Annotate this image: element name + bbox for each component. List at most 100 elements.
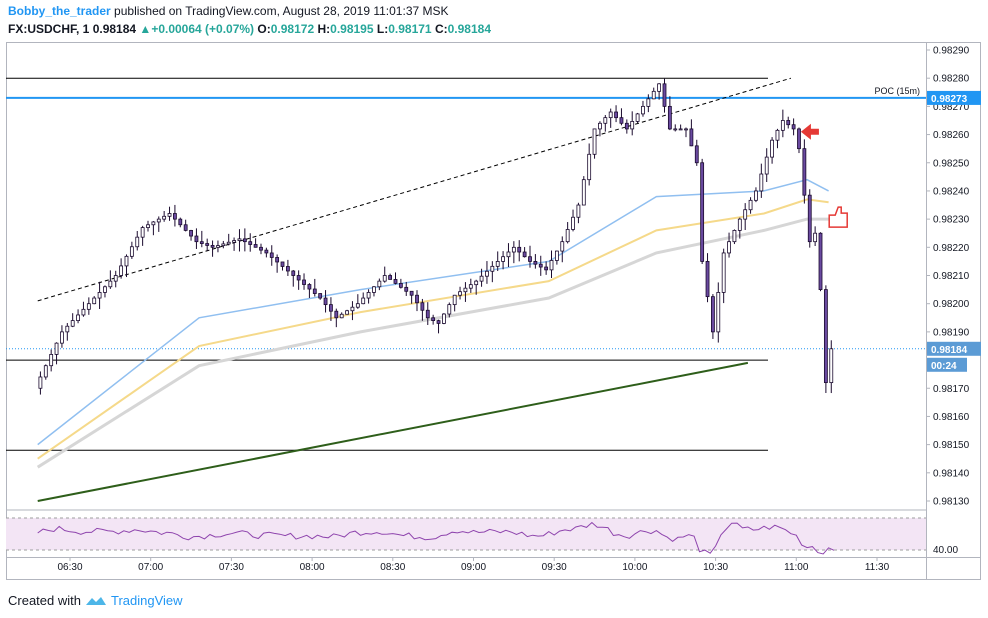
candle xyxy=(334,310,339,319)
ohlc-open-label: O: xyxy=(257,22,271,36)
candle xyxy=(711,296,715,333)
footer: Created with TradingView xyxy=(8,593,183,608)
candle xyxy=(92,297,97,305)
candle xyxy=(210,245,215,248)
y-tick-label: 0.98210 xyxy=(933,271,970,282)
candle xyxy=(818,232,823,290)
candle xyxy=(86,303,91,310)
candle xyxy=(388,275,393,280)
rsi-line xyxy=(37,521,835,555)
candle xyxy=(318,293,323,299)
candle xyxy=(485,270,489,277)
candle xyxy=(807,194,812,243)
candle xyxy=(603,117,608,124)
candle xyxy=(76,314,80,321)
poc-price-marker xyxy=(927,90,981,105)
candle xyxy=(442,313,446,324)
y-tick-label: 0.98260 xyxy=(933,130,970,141)
candle xyxy=(119,265,124,276)
author-name[interactable]: Bobby_the_trader xyxy=(8,4,111,18)
y-tick-label: 0.98170 xyxy=(933,384,970,395)
candle xyxy=(156,218,161,223)
x-tick-label: 11:00 xyxy=(784,562,809,573)
ohlc-close: 0.98184 xyxy=(447,22,492,36)
green-trendline[interactable] xyxy=(37,361,749,502)
candle xyxy=(329,304,333,312)
ohlc-low: 0.98171 xyxy=(388,22,432,36)
candle xyxy=(366,292,371,299)
candle xyxy=(425,309,430,319)
candle xyxy=(312,288,317,294)
candle xyxy=(162,215,167,220)
candle xyxy=(608,111,613,119)
x-tick-label: 07:30 xyxy=(219,562,244,573)
candle xyxy=(248,241,253,245)
candle xyxy=(361,297,366,305)
candle xyxy=(630,121,635,130)
y-tick-label: 0.98220 xyxy=(933,243,970,254)
x-tick-label: 10:30 xyxy=(703,562,728,573)
ohlc-open: 0.98172 xyxy=(270,22,315,36)
y-tick-label: 0.98140 xyxy=(933,468,970,479)
candle xyxy=(619,117,624,124)
candle xyxy=(199,241,204,244)
candle xyxy=(393,279,398,284)
candle xyxy=(727,241,731,254)
candle xyxy=(49,354,54,367)
candle xyxy=(345,310,349,315)
candle xyxy=(194,235,199,243)
candle xyxy=(560,241,565,252)
chart-area[interactable]: 0.98290 0.98280 0.98270 0.98260 0.98250 0.982… xyxy=(6,42,981,580)
candle xyxy=(576,204,581,218)
candle xyxy=(501,256,505,262)
candle xyxy=(581,179,586,206)
red-arrow-icon[interactable] xyxy=(800,123,819,140)
poc-price-label: 0.98273 xyxy=(931,94,968,105)
candle xyxy=(823,289,828,384)
candle xyxy=(511,246,516,253)
candle xyxy=(221,243,226,247)
tradingview-logo-icon xyxy=(85,596,106,605)
candle xyxy=(651,90,656,100)
candle xyxy=(431,317,436,321)
candle xyxy=(296,275,301,281)
candle xyxy=(135,236,140,248)
ohlc-high: 0.98195 xyxy=(330,22,374,36)
candle xyxy=(350,306,355,312)
last-price: 0.98184 xyxy=(92,22,137,36)
candle xyxy=(764,156,769,175)
candle xyxy=(60,331,64,344)
candle xyxy=(38,376,43,389)
candle xyxy=(748,199,753,211)
candle xyxy=(517,246,522,253)
y-tick-label: 0.98150 xyxy=(933,440,970,451)
candle xyxy=(146,224,150,228)
thumbs-up-icon[interactable] xyxy=(828,206,848,228)
moving-average-gray xyxy=(36,217,829,469)
dashed-trendline[interactable] xyxy=(37,77,792,302)
candle xyxy=(700,162,705,262)
price-change: +0.00064 (+0.07%) xyxy=(151,22,255,36)
candle xyxy=(452,294,457,306)
candle xyxy=(113,275,118,282)
y-tick-label: 0.98270 xyxy=(933,102,970,113)
rsi-band xyxy=(6,518,926,550)
tradingview-brand[interactable]: TradingView xyxy=(110,593,183,608)
candle xyxy=(420,302,425,311)
candle xyxy=(372,286,376,293)
y-tick-label: 0.98130 xyxy=(933,497,970,508)
candle xyxy=(759,173,764,192)
rsi-level-label: 40.00 xyxy=(933,545,958,556)
candle xyxy=(522,251,527,258)
x-tick-label: 09:30 xyxy=(542,562,567,573)
candle xyxy=(468,284,473,289)
symbol-legend: FX:USDCHF, 1 0.98184 ▲+0.00064 (+0.07%) … xyxy=(8,22,491,36)
candle xyxy=(382,275,387,282)
candle xyxy=(716,292,721,333)
price-chart-svg[interactable]: 0.98290 0.98280 0.98270 0.98260 0.98250 0.982… xyxy=(6,42,981,580)
candle xyxy=(829,348,834,384)
published-text: published on TradingView.com, August 28,… xyxy=(114,4,449,18)
candle xyxy=(302,279,306,285)
y-tick-label: 0.98230 xyxy=(933,215,970,226)
candle xyxy=(780,120,785,131)
